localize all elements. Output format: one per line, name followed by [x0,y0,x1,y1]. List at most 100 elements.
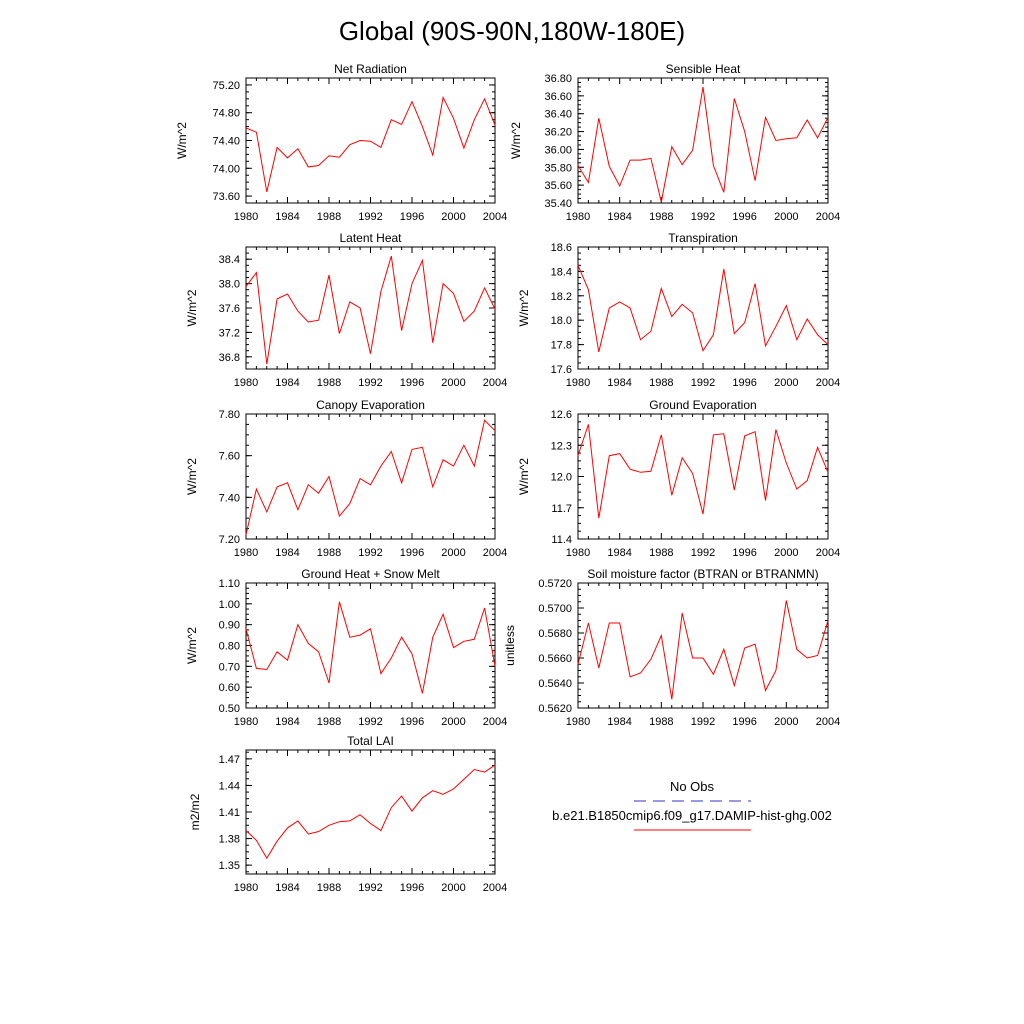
y-axis-label: m2/m2 [188,793,202,830]
x-tick-label: 1980 [566,377,590,389]
y-tick-label: 1.35 [219,860,240,872]
y-tick-label: 36.60 [544,91,572,103]
y-axis-label: W/m^2 [185,289,199,326]
x-tick-label: 1980 [234,211,258,223]
y-tick-label: 1.38 [219,834,240,846]
legend-model-label: b.e21.B1850cmip6.f09_g17.DAMIP-hist-ghg.… [552,808,832,823]
x-tick-label: 2004 [816,377,840,389]
y-tick-label: 74.80 [212,108,240,120]
x-tick-label: 1984 [275,211,299,223]
x-tick-label: 1992 [358,882,382,894]
panel-title: Sensible Heat [666,62,741,76]
x-tick-label: 1984 [607,377,631,389]
x-tick-label: 2000 [774,716,798,728]
figure-title: Global (90S-90N,180W-180E) [339,16,685,46]
y-tick-label: 0.5660 [538,653,572,665]
y-tick-label: 1.00 [219,599,240,611]
plot-frame [577,413,829,540]
y-tick-label: 12.0 [551,472,572,484]
x-tick-label: 1988 [317,211,341,223]
x-tick-label: 1992 [691,716,715,728]
y-tick-label: 1.10 [219,578,240,590]
x-tick-label: 1988 [317,547,341,559]
y-tick-label: 36.80 [544,73,572,85]
panel-title: Ground Evaporation [649,398,756,412]
panel-title: Transpiration [668,231,738,245]
x-tick-label: 1996 [400,882,424,894]
y-tick-label: 0.5700 [538,603,572,615]
y-tick-label: 75.20 [212,80,240,92]
x-tick-label: 1980 [566,547,590,559]
panel-title: Total LAI [347,734,394,748]
x-tick-label: 2004 [816,547,840,559]
y-tick-label: 36.8 [219,352,240,364]
y-tick-label: 35.80 [544,162,572,174]
plot-frame [577,582,829,709]
y-axis-label: unitless [503,625,517,666]
chart-panel: Latent Heat W/m^2 1980 1984 1988 1992 1996 2000… [185,231,507,389]
x-tick-label: 2004 [483,716,507,728]
y-tick-label: 7.40 [219,492,240,504]
y-tick-label: 73.60 [212,191,240,203]
y-axis-label: W/m^2 [185,458,199,495]
plot-frame [245,749,496,875]
chart-panel: Total LAI m2/m2 1980 1984 1988 1992 1996 2000 20… [188,734,507,894]
y-tick-label: 0.5720 [538,578,572,590]
x-tick-label: 1980 [234,882,258,894]
x-tick-label: 2004 [483,547,507,559]
x-tick-label: 1996 [732,211,756,223]
x-tick-label: 1988 [649,211,673,223]
y-tick-label: 0.5680 [538,628,572,640]
chart-panel: Canopy Evaporation W/m^2 1980 1984 1988 1992 1… [185,398,507,559]
x-tick-label: 1980 [566,211,590,223]
y-tick-label: 7.80 [219,409,240,421]
legend-obs-label: No Obs [670,779,715,794]
chart-panel: Ground Evaporation W/m^2 1980 1984 1988 1992 1… [517,398,840,559]
y-tick-label: 17.8 [551,340,572,352]
series-line [577,86,829,203]
x-tick-label: 2000 [441,716,465,728]
plot-frame [245,246,496,370]
y-tick-label: 35.40 [544,198,572,210]
x-tick-label: 1988 [317,882,341,894]
y-tick-label: 1.44 [219,780,240,792]
x-tick-label: 1992 [691,547,715,559]
y-tick-label: 0.50 [219,703,240,715]
y-axis-label: W/m^2 [517,458,531,495]
series-line [245,601,496,694]
y-tick-label: 7.20 [219,534,240,546]
panel-title: Canopy Evaporation [316,398,425,412]
y-tick-label: 0.5640 [538,678,572,690]
y-tick-label: 37.6 [219,303,240,315]
x-tick-label: 1996 [400,377,424,389]
x-tick-label: 1992 [691,211,715,223]
y-axis-label: W/m^2 [175,122,189,159]
x-tick-label: 1992 [358,716,382,728]
x-tick-label: 2000 [441,211,465,223]
chart-panel: Net Radiation W/m^2 1980 1984 1988 1992 1996 20… [175,62,507,223]
panel-grid: Net Radiation W/m^2 1980 1984 1988 1992 1996 20… [175,62,840,894]
x-tick-label: 1996 [400,547,424,559]
y-tick-label: 0.60 [219,682,240,694]
series-line [245,95,496,193]
series-line [245,419,496,535]
plot-frame [577,77,829,204]
x-tick-label: 1988 [649,377,673,389]
y-tick-label: 17.6 [551,364,572,376]
x-tick-label: 2000 [441,882,465,894]
y-tick-label: 11.4 [551,534,572,546]
y-tick-label: 74.00 [212,163,240,175]
x-tick-label: 1984 [275,377,299,389]
x-tick-label: 1996 [732,716,756,728]
y-tick-label: 35.60 [544,180,572,192]
panel-title: Net Radiation [334,62,407,76]
x-tick-label: 1988 [649,547,673,559]
x-tick-label: 2004 [483,882,507,894]
chart-panel: Ground Heat + Snow Melt W/m^2 1980 1984 1988… [185,567,507,728]
y-tick-label: 36.40 [544,109,572,121]
panel-title: Latent Heat [339,231,402,245]
x-tick-label: 1984 [607,211,631,223]
plot-frame [245,413,496,540]
x-tick-label: 1984 [275,716,299,728]
